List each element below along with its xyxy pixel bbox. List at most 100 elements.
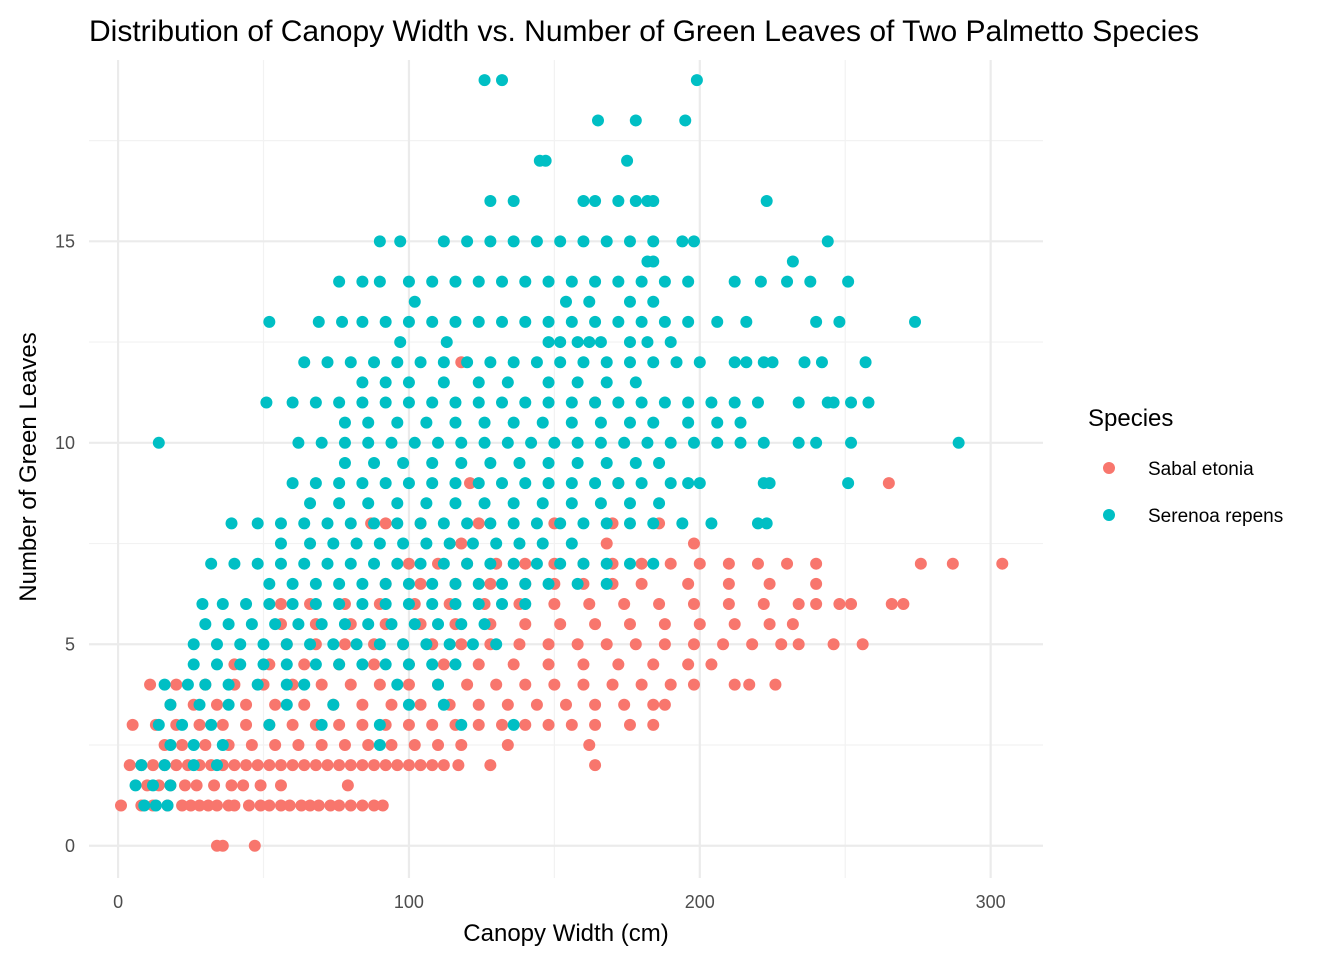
- data-point: [321, 356, 334, 369]
- data-point: [432, 618, 445, 631]
- data-point: [530, 517, 543, 530]
- data-point: [449, 658, 462, 671]
- data-point: [210, 638, 223, 651]
- data-point: [647, 356, 660, 369]
- data-point: [501, 739, 514, 752]
- data-point: [205, 718, 218, 731]
- data-point: [461, 235, 474, 248]
- data-point: [687, 597, 700, 610]
- data-point: [804, 275, 817, 288]
- data-point: [496, 275, 509, 288]
- grid-lines: [89, 60, 1043, 878]
- data-point: [437, 517, 450, 530]
- data-point: [751, 517, 764, 530]
- data-point: [269, 698, 282, 711]
- data-point: [391, 497, 404, 510]
- data-point: [687, 436, 700, 449]
- data-point: [274, 537, 287, 550]
- data-point: [507, 718, 520, 731]
- data-point: [391, 678, 404, 691]
- data-point: [711, 436, 724, 449]
- data-point: [833, 315, 846, 328]
- data-point: [391, 517, 404, 530]
- data-point: [810, 315, 823, 328]
- data-point: [315, 718, 328, 731]
- data-point: [368, 799, 381, 812]
- data-point: [402, 658, 415, 671]
- data-point: [589, 396, 602, 409]
- data-point: [583, 597, 596, 610]
- data-point: [304, 497, 317, 510]
- data-point: [769, 678, 782, 691]
- data-point: [443, 537, 456, 550]
- data-point: [402, 597, 415, 610]
- data-point: [827, 396, 840, 409]
- data-point: [327, 638, 340, 651]
- data-point: [810, 577, 823, 590]
- data-point: [754, 275, 767, 288]
- data-point: [455, 456, 468, 469]
- data-point: [682, 315, 695, 328]
- data-point: [126, 718, 139, 731]
- data-point: [426, 718, 439, 731]
- x-tick-label: 200: [685, 892, 715, 912]
- data-point: [379, 315, 392, 328]
- data-point: [333, 597, 346, 610]
- data-point: [199, 739, 212, 752]
- data-point: [600, 557, 613, 570]
- data-point: [554, 356, 567, 369]
- data-point: [722, 597, 735, 610]
- data-point: [368, 557, 381, 570]
- data-point: [484, 517, 497, 530]
- data-point: [542, 376, 555, 389]
- data-point: [426, 275, 439, 288]
- data-point: [452, 759, 465, 772]
- data-point: [542, 718, 555, 731]
- data-point: [539, 154, 552, 167]
- legend-label: Sabal etonia: [1148, 459, 1254, 480]
- data-point: [240, 718, 253, 731]
- data-point: [394, 235, 407, 248]
- data-point: [432, 436, 445, 449]
- data-point: [623, 356, 636, 369]
- data-point: [333, 477, 346, 490]
- data-point: [402, 759, 415, 772]
- data-point: [612, 477, 625, 490]
- data-point: [484, 759, 497, 772]
- data-point: [298, 517, 311, 530]
- data-point: [519, 477, 532, 490]
- data-point: [251, 759, 264, 772]
- data-point: [842, 275, 855, 288]
- data-point: [368, 356, 381, 369]
- data-point: [449, 396, 462, 409]
- data-point: [158, 678, 171, 691]
- data-point: [379, 597, 392, 610]
- data-point: [455, 436, 468, 449]
- data-point: [501, 698, 514, 711]
- data-point: [327, 698, 340, 711]
- data-point: [164, 779, 177, 792]
- x-tick-label: 0: [113, 892, 123, 912]
- data-point: [414, 517, 427, 530]
- data-point: [225, 779, 238, 792]
- data-point: [618, 597, 631, 610]
- data-point: [251, 517, 264, 530]
- data-point: [158, 759, 171, 772]
- data-point: [280, 678, 293, 691]
- data-point: [589, 718, 602, 731]
- data-point: [687, 678, 700, 691]
- data-point: [571, 436, 584, 449]
- data-point: [635, 315, 648, 328]
- data-point: [623, 557, 636, 570]
- data-point: [426, 658, 439, 671]
- data-point: [295, 799, 308, 812]
- data-point: [757, 597, 770, 610]
- data-point: [647, 195, 660, 208]
- data-point: [193, 698, 206, 711]
- data-point: [263, 597, 276, 610]
- data-point: [647, 295, 660, 308]
- data-point: [641, 336, 654, 349]
- data-point: [600, 235, 613, 248]
- data-point: [760, 517, 773, 530]
- data-point: [402, 698, 415, 711]
